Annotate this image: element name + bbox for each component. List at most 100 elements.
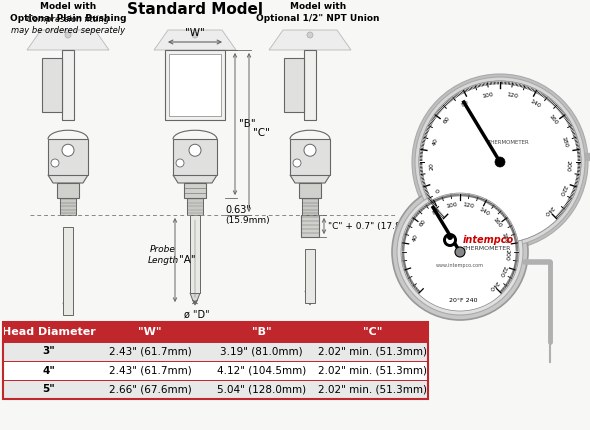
Circle shape bbox=[392, 184, 528, 320]
Bar bbox=[3, 322, 428, 342]
Polygon shape bbox=[48, 175, 88, 183]
Bar bbox=[301, 215, 319, 237]
Text: 140: 140 bbox=[529, 98, 542, 109]
Text: 5.04" (128.0mm): 5.04" (128.0mm) bbox=[217, 384, 306, 394]
Text: 4": 4" bbox=[42, 366, 55, 375]
Bar bbox=[173, 139, 217, 175]
Text: Probe
Length: Probe Length bbox=[148, 245, 179, 265]
Text: 220: 220 bbox=[558, 184, 567, 197]
Text: "B": "B" bbox=[239, 119, 255, 129]
Bar bbox=[302, 198, 318, 215]
Circle shape bbox=[176, 159, 184, 167]
Text: 200: 200 bbox=[565, 160, 571, 172]
Text: 3": 3" bbox=[42, 347, 55, 356]
Text: 180: 180 bbox=[501, 232, 509, 244]
Circle shape bbox=[397, 189, 523, 315]
Circle shape bbox=[51, 159, 59, 167]
Text: 80: 80 bbox=[460, 100, 470, 108]
Text: 120: 120 bbox=[462, 202, 475, 209]
Circle shape bbox=[65, 32, 71, 38]
Polygon shape bbox=[190, 293, 200, 305]
Polygon shape bbox=[305, 291, 315, 305]
Bar bbox=[284, 58, 304, 112]
Bar bbox=[187, 198, 203, 215]
Text: 2.02" min. (51.3mm): 2.02" min. (51.3mm) bbox=[318, 347, 427, 356]
Circle shape bbox=[290, 67, 297, 74]
Text: Head Diameter: Head Diameter bbox=[2, 327, 96, 337]
Text: "W": "W" bbox=[138, 327, 162, 337]
Circle shape bbox=[48, 95, 55, 101]
Text: Model with
Optional 1/2" NPT Union: Model with Optional 1/2" NPT Union bbox=[256, 2, 380, 23]
Text: 160: 160 bbox=[491, 217, 503, 229]
Text: 40: 40 bbox=[431, 137, 438, 146]
Text: 100: 100 bbox=[481, 92, 494, 98]
Text: 120: 120 bbox=[506, 92, 519, 98]
Bar bbox=[184, 183, 206, 198]
Circle shape bbox=[189, 144, 201, 156]
Circle shape bbox=[443, 233, 457, 247]
Circle shape bbox=[455, 247, 465, 257]
Bar bbox=[42, 58, 62, 112]
Bar bbox=[3, 361, 428, 380]
Polygon shape bbox=[27, 30, 109, 50]
Text: intempco: intempco bbox=[463, 235, 514, 245]
Polygon shape bbox=[154, 30, 236, 50]
Text: 40: 40 bbox=[412, 233, 419, 243]
Circle shape bbox=[419, 81, 581, 243]
Circle shape bbox=[419, 81, 581, 243]
Bar bbox=[3, 322, 428, 399]
Text: 240: 240 bbox=[487, 279, 499, 291]
Circle shape bbox=[412, 74, 588, 250]
Text: 20°F 240: 20°F 240 bbox=[449, 298, 477, 302]
Text: 140: 140 bbox=[478, 206, 491, 217]
Bar bbox=[3, 380, 428, 399]
Text: 160: 160 bbox=[548, 114, 559, 126]
Bar bbox=[290, 139, 330, 175]
Bar bbox=[63, 227, 73, 315]
Bar bbox=[60, 198, 76, 215]
Circle shape bbox=[307, 32, 313, 38]
Text: 3.19" (81.0mm): 3.19" (81.0mm) bbox=[220, 347, 303, 356]
Text: 100: 100 bbox=[445, 202, 458, 209]
Bar bbox=[57, 183, 79, 198]
Polygon shape bbox=[290, 175, 330, 183]
Text: 2.02" min. (51.3mm): 2.02" min. (51.3mm) bbox=[318, 366, 427, 375]
Text: 5": 5" bbox=[42, 384, 55, 394]
Text: "A": "A" bbox=[179, 255, 196, 265]
Text: Standard Model: Standard Model bbox=[127, 2, 263, 17]
Text: 220: 220 bbox=[498, 265, 507, 278]
Circle shape bbox=[447, 234, 453, 240]
Text: 60: 60 bbox=[419, 218, 427, 227]
Text: Model with
Optional Plain Bushing: Model with Optional Plain Bushing bbox=[10, 2, 126, 23]
Text: 4.12" (104.5mm): 4.12" (104.5mm) bbox=[217, 366, 306, 375]
Text: "B": "B" bbox=[251, 327, 271, 337]
Bar bbox=[299, 183, 321, 198]
Text: "C" + 0.7" (17.8mm): "C" + 0.7" (17.8mm) bbox=[328, 221, 422, 230]
Circle shape bbox=[192, 32, 198, 38]
Text: 180: 180 bbox=[561, 135, 569, 148]
Bar bbox=[48, 139, 88, 175]
Bar bbox=[3, 342, 428, 361]
Text: THERMOMETER: THERMOMETER bbox=[487, 139, 529, 144]
Text: 60: 60 bbox=[442, 116, 451, 125]
Polygon shape bbox=[63, 303, 73, 315]
Text: 2.43" (61.7mm): 2.43" (61.7mm) bbox=[109, 366, 191, 375]
Text: 2.43" (61.7mm): 2.43" (61.7mm) bbox=[109, 347, 191, 356]
Bar bbox=[304, 50, 316, 120]
Text: 80: 80 bbox=[431, 208, 440, 216]
Text: 2.02" min. (51.3mm): 2.02" min. (51.3mm) bbox=[318, 384, 427, 394]
Text: 20: 20 bbox=[430, 162, 435, 170]
Text: 240: 240 bbox=[542, 204, 554, 216]
Bar bbox=[165, 50, 225, 120]
Circle shape bbox=[495, 157, 505, 167]
Polygon shape bbox=[269, 30, 351, 50]
Text: THERMOMETER: THERMOMETER bbox=[463, 246, 512, 252]
Circle shape bbox=[293, 159, 301, 167]
Text: "C": "C" bbox=[363, 327, 382, 337]
Text: (15.9mm): (15.9mm) bbox=[225, 215, 270, 224]
Bar bbox=[169, 54, 221, 116]
Circle shape bbox=[304, 144, 316, 156]
Circle shape bbox=[290, 95, 297, 101]
Circle shape bbox=[62, 144, 74, 156]
Text: "C": "C" bbox=[253, 128, 270, 138]
